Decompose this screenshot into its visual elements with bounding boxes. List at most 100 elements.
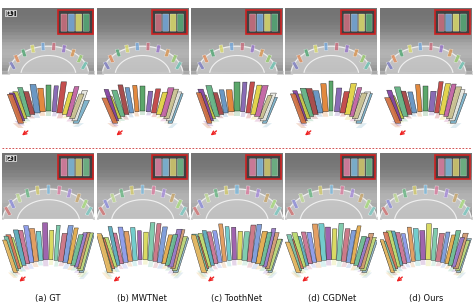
Bar (97, 172, 189, 176)
Bar (340, 10, 375, 34)
Bar (380, 64, 472, 67)
Polygon shape (262, 123, 272, 127)
Polygon shape (192, 234, 208, 271)
Polygon shape (6, 235, 21, 269)
Bar (285, 172, 377, 176)
Bar (285, 64, 377, 67)
Polygon shape (8, 94, 24, 123)
Polygon shape (448, 230, 461, 265)
Polygon shape (231, 227, 237, 260)
Polygon shape (445, 235, 456, 264)
Polygon shape (354, 265, 362, 270)
Polygon shape (435, 113, 441, 118)
FancyBboxPatch shape (460, 159, 466, 176)
Polygon shape (355, 92, 371, 121)
Bar (191, 159, 283, 163)
Bar (285, 21, 377, 24)
Polygon shape (235, 82, 239, 111)
Bar (285, 206, 377, 209)
Polygon shape (319, 224, 327, 260)
Polygon shape (399, 116, 408, 121)
Polygon shape (386, 62, 393, 70)
Polygon shape (100, 238, 115, 269)
Bar (380, 216, 472, 219)
Bar (435, 155, 470, 179)
Bar (380, 186, 472, 189)
Polygon shape (73, 123, 84, 127)
Polygon shape (146, 43, 150, 51)
Polygon shape (356, 123, 367, 128)
Polygon shape (434, 186, 438, 195)
Polygon shape (67, 228, 78, 264)
Text: (d) Ours: (d) Ours (410, 294, 444, 303)
Polygon shape (260, 121, 271, 125)
Bar (191, 11, 283, 14)
Polygon shape (215, 115, 224, 118)
Polygon shape (451, 237, 465, 267)
Bar (2, 8, 94, 11)
FancyBboxPatch shape (155, 14, 161, 31)
Polygon shape (251, 262, 259, 269)
Bar (380, 159, 472, 163)
FancyBboxPatch shape (344, 159, 350, 176)
Polygon shape (207, 232, 218, 264)
Bar (57, 10, 92, 34)
Polygon shape (14, 121, 25, 125)
Polygon shape (160, 116, 170, 121)
Bar (285, 192, 377, 196)
FancyBboxPatch shape (177, 159, 183, 176)
Bar (2, 156, 94, 159)
Polygon shape (332, 260, 337, 265)
Polygon shape (202, 267, 211, 273)
Bar (2, 216, 94, 219)
Polygon shape (237, 231, 243, 260)
Polygon shape (143, 232, 148, 260)
Polygon shape (404, 262, 410, 267)
FancyBboxPatch shape (446, 14, 452, 31)
Bar (57, 155, 92, 179)
Polygon shape (259, 49, 264, 57)
Polygon shape (202, 230, 214, 265)
Polygon shape (326, 227, 331, 260)
Bar (191, 41, 283, 44)
Polygon shape (112, 265, 120, 272)
Polygon shape (428, 112, 435, 115)
Polygon shape (66, 116, 75, 121)
Polygon shape (408, 45, 412, 53)
FancyBboxPatch shape (344, 14, 350, 31)
Bar (97, 202, 189, 206)
Bar (380, 61, 472, 64)
Bar (285, 202, 377, 206)
Polygon shape (198, 62, 205, 70)
Polygon shape (13, 92, 27, 119)
Polygon shape (72, 91, 88, 121)
Polygon shape (146, 112, 152, 115)
Polygon shape (52, 112, 57, 116)
Polygon shape (81, 62, 88, 70)
Polygon shape (300, 88, 314, 116)
Bar (285, 18, 377, 21)
Bar (2, 199, 94, 202)
Polygon shape (306, 88, 318, 115)
Polygon shape (104, 89, 119, 121)
Bar (191, 199, 283, 202)
Bar (2, 31, 94, 34)
Polygon shape (113, 233, 124, 264)
Polygon shape (246, 113, 253, 118)
Bar (246, 10, 281, 34)
Polygon shape (49, 230, 54, 260)
Polygon shape (173, 238, 189, 273)
Bar (191, 169, 283, 172)
Bar (2, 176, 94, 179)
FancyBboxPatch shape (76, 159, 82, 176)
Polygon shape (315, 113, 323, 117)
Polygon shape (419, 43, 422, 51)
Bar (191, 172, 283, 176)
Polygon shape (390, 123, 401, 127)
Polygon shape (386, 231, 401, 267)
Polygon shape (175, 62, 182, 70)
Bar (2, 38, 94, 41)
Polygon shape (171, 230, 185, 269)
Bar (285, 156, 377, 159)
Polygon shape (125, 88, 134, 113)
